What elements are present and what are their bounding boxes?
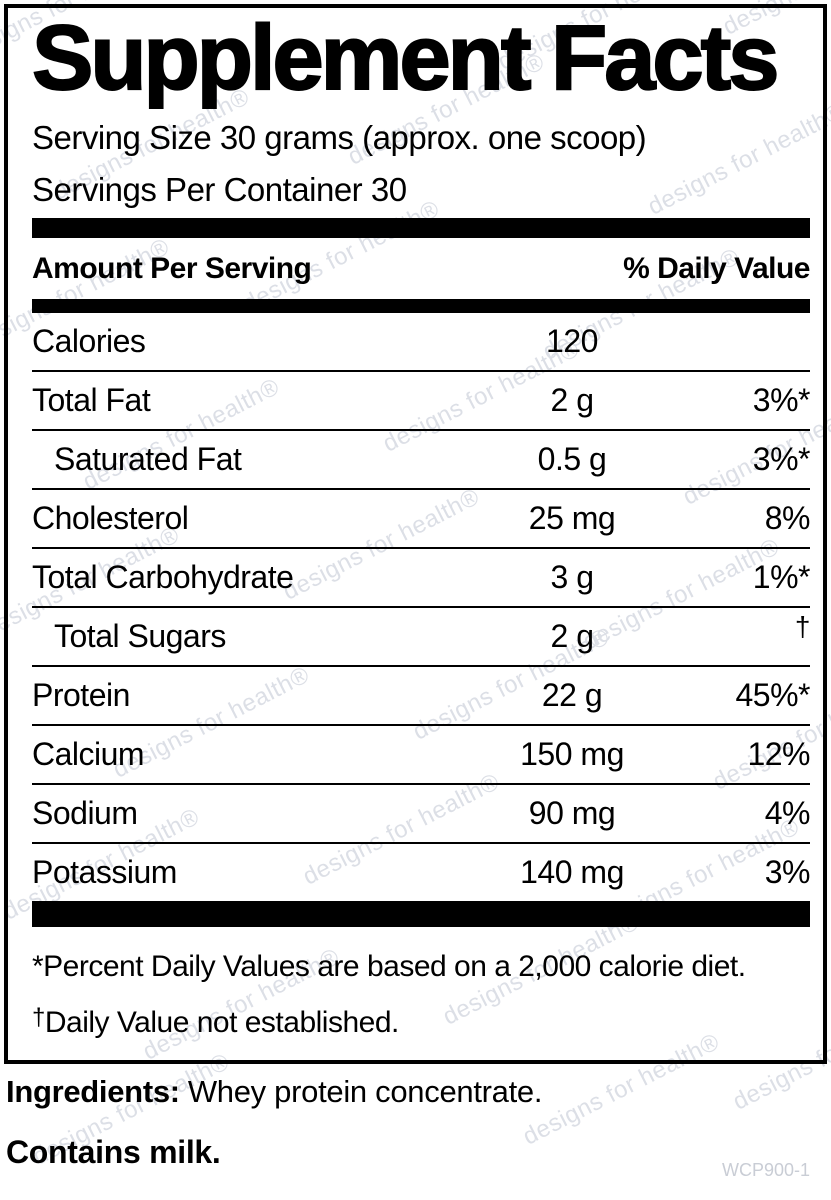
divider-bar-medium xyxy=(32,299,810,313)
nutrient-dv: 45%* xyxy=(735,677,811,713)
footnote-percent-daily-value: *Percent Daily Values are based on a 2,0… xyxy=(32,950,746,983)
nutrient-amount: 0.5 g xyxy=(537,441,607,477)
table-header-row: Amount Per Serving % Daily Value xyxy=(32,238,810,299)
nutrient-row-total-carbohydrate: Total Carbohydrate 3 g 1%* xyxy=(32,547,811,606)
nutrient-amount: 90 mg xyxy=(528,795,616,831)
footnote-dagger-text: Daily Value not established. xyxy=(44,1006,400,1039)
nutrient-row-total-sugars: Total Sugars 2 g † xyxy=(32,606,811,665)
divider-bar-thick-top xyxy=(32,218,810,238)
nutrient-amount: 120 xyxy=(546,323,598,359)
nutrient-dv: 1%* xyxy=(752,559,811,595)
nutrient-row-potassium: Potassium 140 mg 3% xyxy=(32,842,811,901)
nutrient-dv: 12% xyxy=(747,736,810,772)
nutrient-amount: 3 g xyxy=(550,559,594,595)
nutrient-dv: 8% xyxy=(764,500,811,536)
divider-bar-thick-bottom xyxy=(32,901,810,927)
nutrient-row-sodium: Sodium 90 mg 4% xyxy=(32,783,811,842)
nutrient-dv: 3% xyxy=(764,854,811,890)
dagger-symbol: † xyxy=(32,1004,45,1031)
nutrient-name: Total Sugars xyxy=(54,618,226,654)
nutrient-name: Calcium xyxy=(32,736,145,772)
servings-per-container: Servings Per Container 30 xyxy=(32,171,407,208)
daily-value-header: % Daily Value xyxy=(623,251,810,285)
nutrient-row-total-fat: Total Fat 2 g 3%* xyxy=(32,370,811,429)
nutrient-amount: 25 mg xyxy=(528,500,616,536)
nutrient-amount: 140 mg xyxy=(520,854,624,890)
nutrient-name: Total Carbohydrate xyxy=(32,559,294,595)
nutrient-row-saturated-fat: Saturated Fat 0.5 g 3%* xyxy=(32,429,811,488)
nutrient-dv-dagger: † xyxy=(794,611,811,642)
footnotes: *Percent Daily Values are based on a 2,0… xyxy=(32,941,810,1048)
ingredients-label: Ingredients: xyxy=(6,1074,180,1109)
nutrient-name: Protein xyxy=(32,677,130,713)
nutrient-amount: 2 g xyxy=(550,618,594,654)
supplement-facts-panel: Supplement Facts Serving Size 30 grams (… xyxy=(4,4,827,1064)
ingredients-line: Ingredients: Whey protein concentrate. xyxy=(6,1074,542,1110)
nutrient-dv: 3%* xyxy=(752,382,811,418)
nutrient-name: Cholesterol xyxy=(32,500,189,536)
nutrient-name: Calories xyxy=(32,323,146,359)
footnote-daily-value-not-established: †Daily Value not established. xyxy=(32,992,810,1048)
nutrient-amount: 150 mg xyxy=(520,736,624,772)
nutrient-amount: 22 g xyxy=(541,677,603,713)
allergen-statement: Contains milk. xyxy=(6,1134,221,1170)
nutrient-row-calcium: Calcium 150 mg 12% xyxy=(32,724,811,783)
nutrient-row-cholesterol: Cholesterol 25 mg 8% xyxy=(32,488,811,547)
nutrient-table: Calories 120 Total Fat 2 g 3%* Saturated… xyxy=(32,313,811,901)
ingredients-value: Whey protein concentrate. xyxy=(187,1074,543,1109)
nutrient-name: Saturated Fat xyxy=(54,441,242,477)
serving-size: Serving Size 30 grams (approx. one scoop… xyxy=(32,119,647,156)
amount-per-serving-header: Amount Per Serving xyxy=(32,251,312,285)
nutrient-name: Sodium xyxy=(32,795,138,831)
nutrient-name: Total Fat xyxy=(32,382,151,418)
nutrient-row-protein: Protein 22 g 45%* xyxy=(32,665,811,724)
product-code: WCP900-1 xyxy=(721,1160,810,1180)
nutrient-amount: 2 g xyxy=(550,382,594,418)
nutrient-name: Potassium xyxy=(32,854,177,890)
nutrient-row-calories: Calories 120 xyxy=(32,313,810,370)
nutrient-dv: 4% xyxy=(764,795,811,831)
panel-title: Supplement Facts xyxy=(31,7,780,109)
nutrient-dv: 3%* xyxy=(752,441,811,477)
serving-info: Serving Size 30 grams (approx. one scoop… xyxy=(32,112,810,216)
